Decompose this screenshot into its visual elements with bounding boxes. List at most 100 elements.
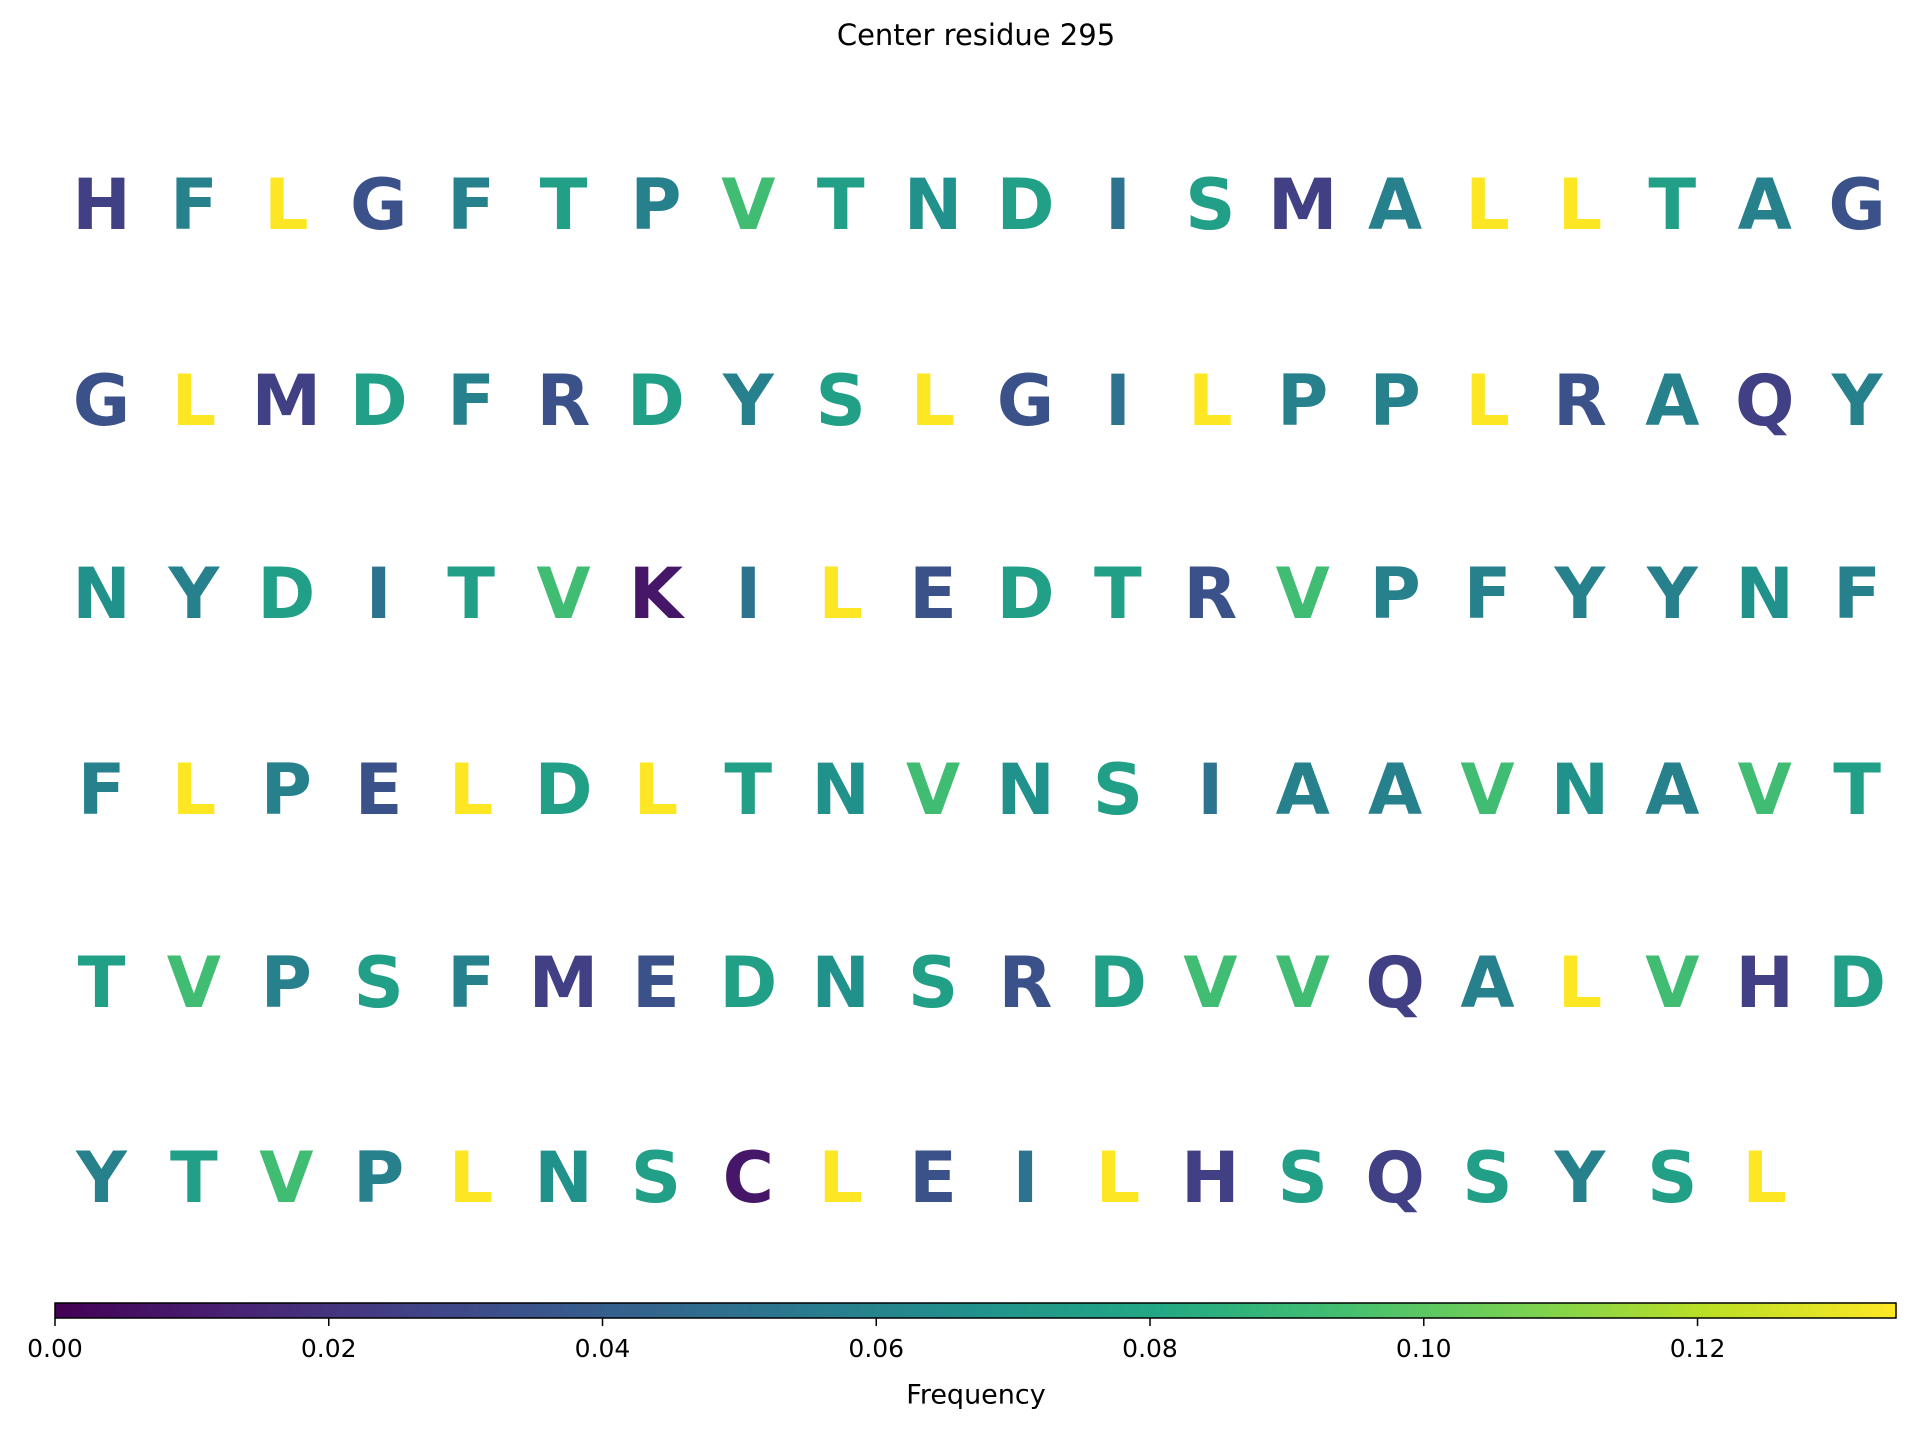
residue-letter: P — [261, 749, 312, 831]
residue-letter: H — [1735, 942, 1794, 1024]
residue-letter: I — [735, 553, 761, 635]
residue-letter: L — [911, 360, 956, 442]
residue-letter: L — [1465, 360, 1510, 442]
residue-letter: E — [909, 1137, 957, 1219]
residue-letter: D — [996, 164, 1054, 246]
residue-letter: V — [1738, 749, 1792, 831]
tick-label: 0.04 — [575, 1334, 631, 1363]
residue-letter: T — [540, 164, 588, 246]
residue-letter: D — [1089, 942, 1147, 1024]
residue-letter: S — [1093, 749, 1143, 831]
residue-letter: Y — [1831, 360, 1884, 442]
residue-letter: A — [1460, 942, 1514, 1024]
residue-letter: L — [1096, 1137, 1141, 1219]
residue-letter: N — [1551, 749, 1610, 831]
residue-letter: R — [1553, 360, 1607, 442]
residue-letter: F — [447, 942, 495, 1024]
residue-letter: N — [534, 1137, 593, 1219]
residue-letter: D — [719, 942, 777, 1024]
residue-letter: T — [170, 1137, 218, 1219]
residue-letter: I — [1105, 360, 1131, 442]
residue-letter: F — [447, 360, 495, 442]
residue-letter: Y — [1646, 553, 1699, 635]
residue-letter: S — [908, 942, 958, 1024]
residue-letter: Y — [1554, 553, 1607, 635]
residue-letter: G — [350, 164, 407, 246]
tick-label: 0.02 — [301, 1334, 357, 1363]
residue-letter: P — [1369, 360, 1420, 442]
residue-letter: P — [1369, 553, 1420, 635]
residue-letter: D — [996, 553, 1054, 635]
colorbar-label: Frequency — [906, 1380, 1046, 1411]
residue-letter: L — [1742, 1137, 1787, 1219]
residue-letter: N — [904, 164, 963, 246]
residue-letter: L — [1465, 164, 1510, 246]
residue-letter: L — [634, 749, 679, 831]
residue-letter: T — [1094, 553, 1142, 635]
residue-letter: R — [537, 360, 591, 442]
residue-letter: D — [350, 360, 408, 442]
residue-letter: N — [996, 749, 1055, 831]
residue-letter: I — [1197, 749, 1223, 831]
residue-letter: D — [1828, 942, 1886, 1024]
residue-letter: A — [1645, 749, 1699, 831]
residue-letter: D — [534, 749, 592, 831]
residue-letter: F — [447, 164, 495, 246]
residue-letter: Q — [1735, 360, 1795, 442]
residue-letter: L — [172, 749, 217, 831]
residue-letter: N — [72, 553, 131, 635]
residue-letter: L — [1188, 360, 1233, 442]
residue-letter: N — [1735, 553, 1794, 635]
residue-letter: P — [630, 164, 681, 246]
chart-title: Center residue 295 — [837, 18, 1115, 52]
residue-letter: M — [251, 360, 321, 442]
residue-letter: Y — [75, 1137, 128, 1219]
residue-letter: T — [1833, 749, 1881, 831]
residue-letter: V — [259, 1137, 313, 1219]
residue-letter: M — [529, 942, 599, 1024]
residue-letter: H — [72, 164, 131, 246]
residue-letter: T — [817, 164, 865, 246]
residue-letter: R — [999, 942, 1053, 1024]
residue-letter: L — [1558, 942, 1603, 1024]
residue-letter: T — [724, 749, 772, 831]
residue-letter: S — [1462, 1137, 1512, 1219]
residue-letter: P — [1277, 360, 1328, 442]
residue-letter: G — [1828, 164, 1885, 246]
residue-letter: S — [1277, 1137, 1327, 1219]
residue-letter: C — [723, 1137, 774, 1219]
residue-letter: V — [906, 749, 960, 831]
residue-letter: Y — [1554, 1137, 1607, 1219]
residue-letter: L — [1558, 164, 1603, 246]
residue-letter: G — [73, 360, 130, 442]
residue-letter: D — [627, 360, 685, 442]
tick-label: 0.06 — [848, 1334, 904, 1363]
tick-label: 0.00 — [27, 1334, 83, 1363]
residue-letter: F — [78, 749, 126, 831]
residue-letter: M — [1268, 164, 1338, 246]
residue-letter: T — [1648, 164, 1696, 246]
residue-letter: I — [366, 553, 392, 635]
residue-letter: V — [167, 942, 221, 1024]
residue-letter: L — [172, 360, 217, 442]
residue-letter: V — [1183, 942, 1237, 1024]
residue-letter: E — [355, 749, 403, 831]
tick-label: 0.12 — [1670, 1334, 1726, 1363]
residue-letter: L — [449, 749, 494, 831]
residue-letter: F — [1833, 553, 1881, 635]
residue-letter: I — [1012, 1137, 1038, 1219]
residue-letter: V — [1276, 553, 1330, 635]
residue-letter: S — [631, 1137, 681, 1219]
residue-letter: G — [997, 360, 1054, 442]
residue-letter: A — [1738, 164, 1792, 246]
residue-letter: S — [1185, 164, 1235, 246]
residue-letter: I — [1105, 164, 1131, 246]
residue-letter: E — [632, 942, 680, 1024]
residue-letter: V — [721, 164, 775, 246]
residue-letter: A — [1368, 164, 1422, 246]
residue-letter: S — [815, 360, 865, 442]
residue-letter: S — [353, 942, 403, 1024]
residue-letter: L — [818, 553, 863, 635]
residue-letter: L — [818, 1137, 863, 1219]
